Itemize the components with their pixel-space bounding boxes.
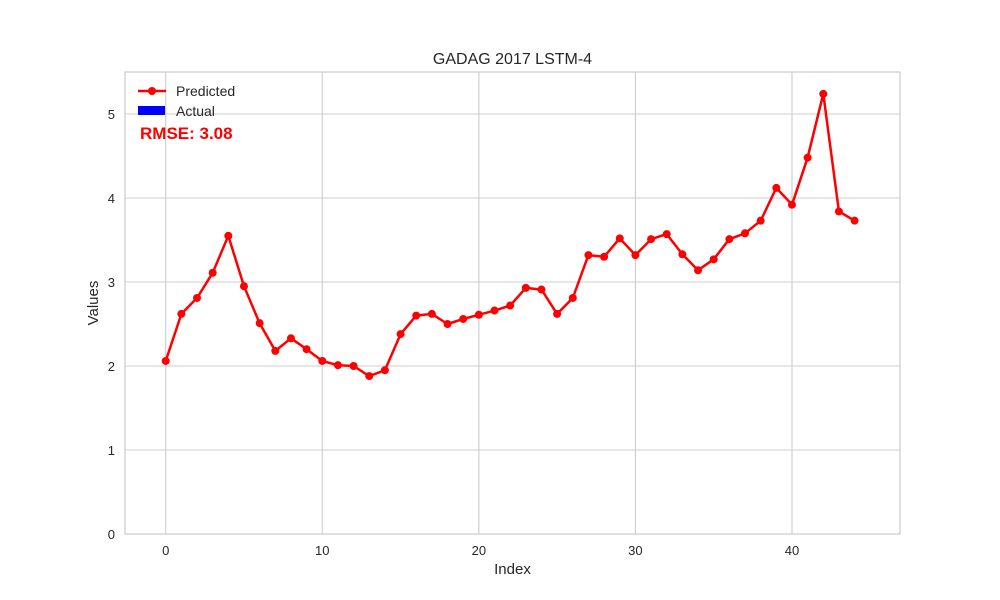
data-point xyxy=(161,356,170,365)
data-point xyxy=(725,235,734,244)
data-point xyxy=(302,345,311,354)
legend-actual-label: Actual xyxy=(176,103,215,119)
data-point xyxy=(286,334,295,343)
data-point xyxy=(474,310,483,319)
data-point xyxy=(396,330,405,339)
data-point xyxy=(208,268,217,277)
data-point xyxy=(239,282,248,291)
data-point xyxy=(553,309,562,318)
data-point xyxy=(459,314,468,323)
x-tick-label: 40 xyxy=(785,543,799,558)
data-point xyxy=(584,251,593,260)
data-point xyxy=(177,309,186,318)
data-point xyxy=(772,183,781,192)
data-point xyxy=(600,252,609,261)
data-point xyxy=(709,255,718,264)
legend-predicted-label: Predicted xyxy=(176,83,235,99)
data-point xyxy=(631,251,640,260)
data-point xyxy=(741,229,749,238)
legend-predicted-marker xyxy=(148,87,156,95)
y-axis-label: Values xyxy=(85,281,102,326)
data-point xyxy=(647,235,656,244)
data-point xyxy=(506,301,515,310)
data-point xyxy=(443,320,452,328)
y-tick-label: 1 xyxy=(108,443,115,458)
data-point xyxy=(193,293,202,302)
legend-actual-swatch xyxy=(138,106,165,115)
x-tick-label: 0 xyxy=(162,543,169,558)
rmse-annotation: RMSE: 3.08 xyxy=(140,124,233,143)
series-line-predicted xyxy=(164,92,856,378)
data-point xyxy=(380,366,389,375)
tick-labels: 0 10 20 30 40 0 1 2 3 4 5 xyxy=(108,107,799,558)
data-point xyxy=(427,309,436,318)
x-tick-label: 30 xyxy=(628,543,642,558)
data-point xyxy=(490,306,499,315)
data-point xyxy=(694,266,703,275)
data-point xyxy=(412,311,421,320)
series-layer xyxy=(161,89,859,381)
data-point xyxy=(850,216,859,225)
data-point xyxy=(834,207,843,216)
data-point xyxy=(318,356,327,365)
y-tick-label: 4 xyxy=(108,191,115,206)
data-point xyxy=(333,361,342,370)
data-point xyxy=(349,362,358,370)
data-point xyxy=(255,319,264,328)
data-point xyxy=(224,231,233,240)
y-tick-label: 3 xyxy=(108,275,115,290)
x-tick-label: 10 xyxy=(315,543,329,558)
data-point xyxy=(678,250,687,259)
data-point xyxy=(803,153,812,162)
data-point xyxy=(271,346,280,355)
data-point xyxy=(615,234,624,243)
data-point xyxy=(568,293,577,302)
data-point xyxy=(819,89,828,98)
x-tick-label: 20 xyxy=(472,543,486,558)
chart-title: GADAG 2017 LSTM-4 xyxy=(433,51,592,68)
plot-area-frame xyxy=(124,71,901,535)
data-point xyxy=(787,200,796,209)
data-point xyxy=(537,285,546,294)
y-tick-label: 2 xyxy=(108,359,115,374)
data-point xyxy=(662,230,671,239)
y-tick-label: 5 xyxy=(108,107,115,122)
data-point xyxy=(756,216,765,225)
y-tick-label: 0 xyxy=(108,527,115,542)
data-point xyxy=(365,372,374,381)
x-axis-label: Index xyxy=(494,561,531,578)
data-point xyxy=(521,283,530,292)
legend: Predicted Actual xyxy=(138,83,235,119)
